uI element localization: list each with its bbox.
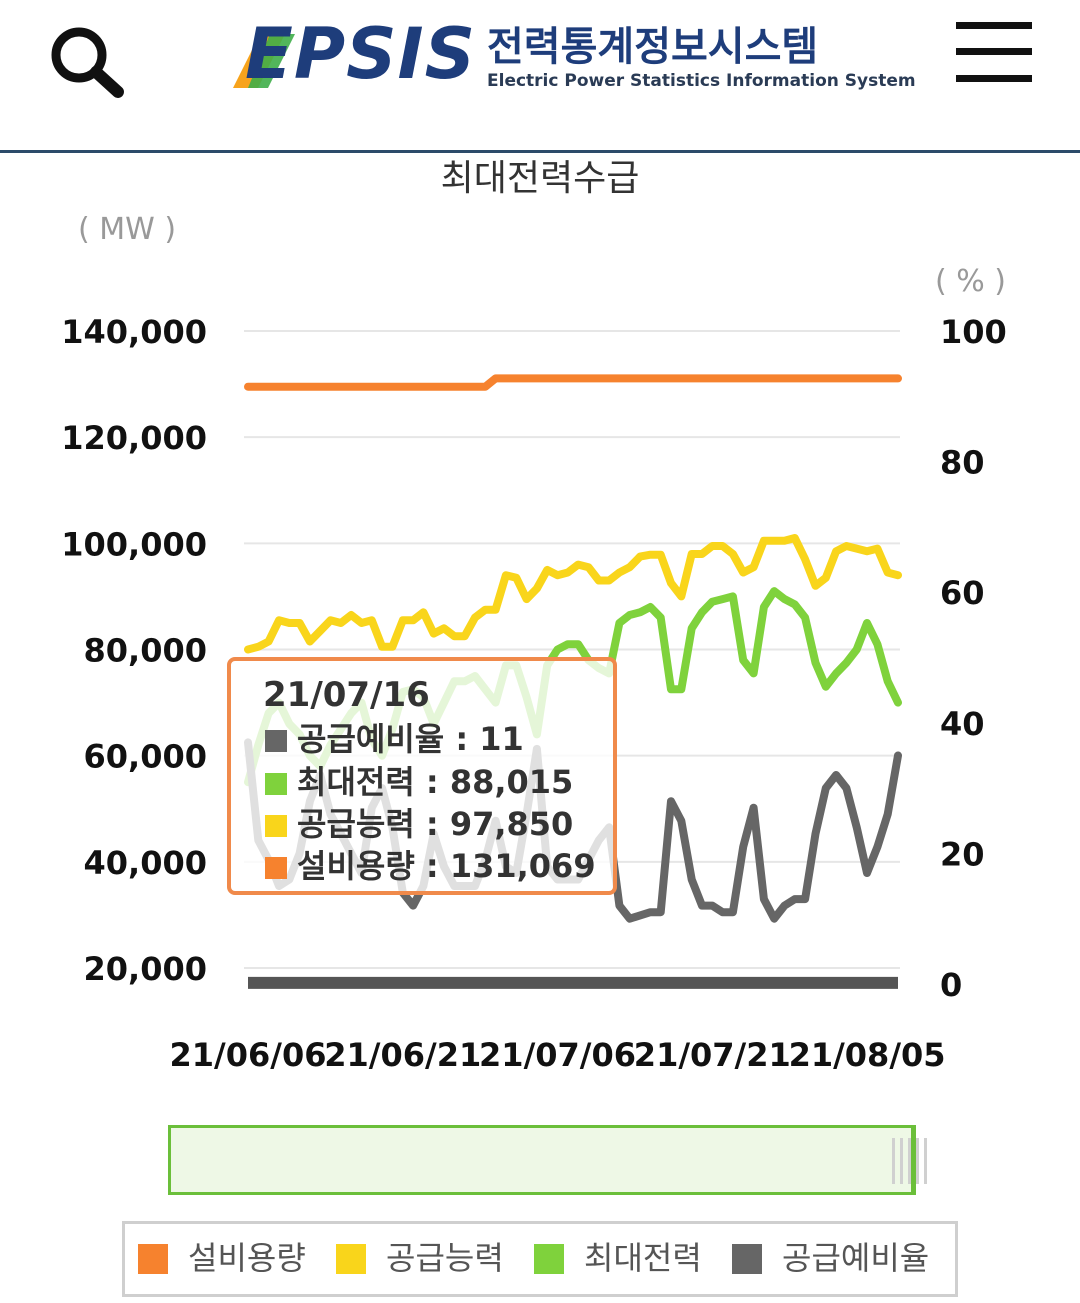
series-line-capacity (244, 374, 902, 391)
tooltip-swatch-capacity (265, 857, 287, 879)
legend-item-capacity[interactable]: 설비용량 (138, 1235, 306, 1281)
tooltip-row-peak: 최대전력 : 88,015 (265, 761, 573, 803)
tooltip-swatch-supply (265, 815, 287, 837)
tooltip-row-supply: 공급능력 : 97,850 (265, 803, 573, 845)
chart-title: 최대전력수급 (440, 158, 640, 199)
y-right-tick-label: 100 (940, 313, 1007, 351)
legend-item-peak[interactable]: 최대전력 (534, 1235, 702, 1281)
header-divider (0, 150, 1080, 153)
right-axis-unit: ( % ) (935, 264, 1006, 299)
tooltip-row-reserve: 공급예비율 : 11 (265, 718, 524, 760)
tooltip-date: 21/07/16 (263, 675, 430, 715)
chart-plot[interactable]: 20,000 40,000 60,000 80,000 100,000 120,000 14… (0, 0, 1080, 1100)
y-left-tick-label: 100,000 (61, 525, 207, 563)
left-axis-unit: ( MW ) (78, 212, 177, 247)
range-navigator[interactable] (168, 1125, 914, 1195)
logo-mark-icon (233, 34, 295, 88)
y-left-tick-label: 120,000 (61, 419, 207, 457)
y-right-tick-label: 20 (940, 835, 985, 873)
y-right-tick-label: 80 (940, 444, 985, 482)
x-tick-label: 21/07/21 (634, 1036, 791, 1074)
y-left-tick-label: 40,000 (84, 844, 207, 882)
epsis-logo[interactable] (230, 22, 870, 102)
tooltip-row-capacity: 설비용량 : 131,069 (265, 845, 596, 887)
x-tick-label: 21/07/06 (479, 1036, 636, 1074)
logo-english: Electric Power Statistics Information Sy… (487, 71, 916, 91)
hamburger-menu-icon[interactable] (956, 22, 1032, 82)
logo-korean: 전력통계정보시스템 (487, 24, 819, 70)
y-right-tick-label: 60 (940, 574, 985, 612)
y-right-tick-label: 40 (940, 705, 985, 743)
y-left-tick-label: 20,000 (84, 950, 207, 988)
y-left-tick-label: 60,000 (84, 738, 207, 776)
tooltip-swatch-reserve (265, 730, 287, 752)
header-bar (0, 0, 1080, 150)
search-icon[interactable] (46, 24, 126, 98)
chart-tooltip: 21/07/16 공급예비율 : 11 최대전력 : 88,015 공급능력 :… (227, 657, 617, 895)
x-tick-label: 21/06/21 (324, 1036, 481, 1074)
y-left-tick-label: 80,000 (84, 632, 207, 670)
legend-item-reserve[interactable]: 공급예비율 (732, 1235, 929, 1281)
y-right-tick-label: 0 (940, 966, 962, 1004)
legend-item-supply[interactable]: 공급능력 (336, 1235, 504, 1281)
tooltip-swatch-peak (265, 773, 287, 795)
y-left-tick-label: 140,000 (61, 313, 207, 351)
navigator-handle[interactable] (888, 1138, 928, 1184)
series-line-supply (244, 534, 902, 654)
navigator-edge (911, 1125, 916, 1195)
logo-word: EPSIS (245, 13, 476, 95)
x-tick-label: 21/08/05 (789, 1036, 946, 1074)
x-tick-label: 21/06/06 (170, 1036, 327, 1074)
